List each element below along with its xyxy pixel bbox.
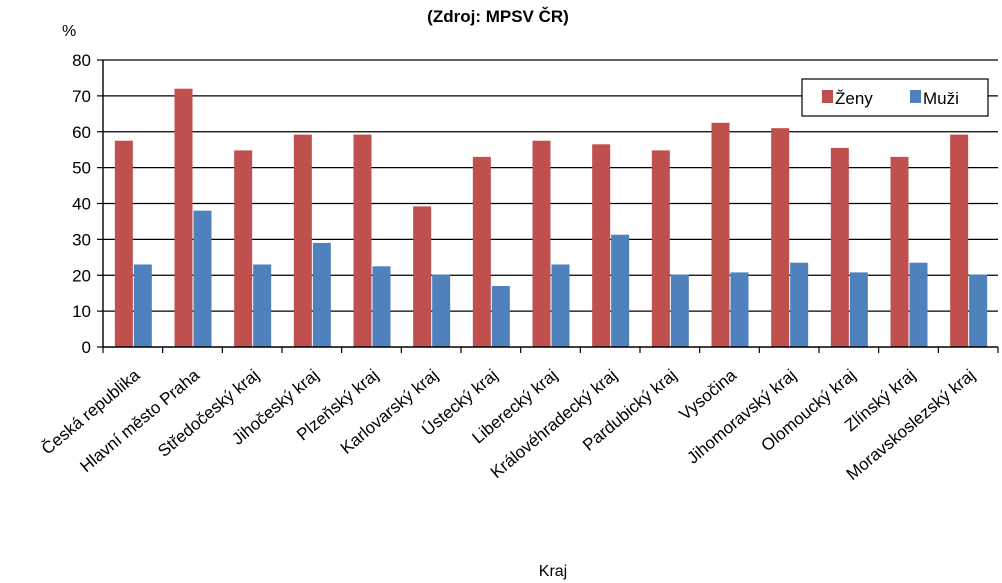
legend-label: Muži xyxy=(923,89,959,108)
bar-muzi xyxy=(551,264,570,347)
bar-muzi xyxy=(730,272,749,347)
bar-muzi xyxy=(133,264,152,347)
y-tick-label: 40 xyxy=(72,195,91,214)
bar-muzi xyxy=(969,274,988,347)
legend-swatch xyxy=(822,90,833,103)
bar-muzi xyxy=(849,272,868,347)
bar-zeny xyxy=(353,134,372,347)
bar-zeny xyxy=(472,156,491,347)
bar-muzi xyxy=(432,274,451,347)
y-tick-label: 20 xyxy=(72,266,91,285)
bar-muzi xyxy=(372,266,391,347)
y-tick-label: 0 xyxy=(82,338,91,357)
y-tick-label: 30 xyxy=(72,230,91,249)
y-tick-label: 50 xyxy=(72,159,91,178)
bar-muzi xyxy=(253,264,272,347)
x-category-label: Česká republika xyxy=(38,365,144,458)
bar-zeny xyxy=(532,140,551,347)
bar-muzi xyxy=(909,262,928,347)
bar-muzi xyxy=(670,274,689,347)
y-axis-unit: % xyxy=(62,23,76,40)
bar-zeny xyxy=(830,147,849,347)
bar-muzi xyxy=(312,242,331,347)
bar-muzi xyxy=(611,234,630,347)
y-tick-labels: 0 10 20 30 40 50 60 70 80 xyxy=(72,51,103,357)
y-tick-label: 10 xyxy=(72,302,91,321)
y-tick-label: 60 xyxy=(72,123,91,142)
bar-zeny xyxy=(413,206,432,347)
bar-muzi xyxy=(193,210,212,347)
bar-zeny xyxy=(234,150,253,347)
legend: Ženy Muži xyxy=(801,78,989,117)
bar-muzi xyxy=(491,286,510,347)
bars xyxy=(114,88,988,347)
x-category-label: Středočeský kraj xyxy=(154,366,262,461)
legend-swatch xyxy=(910,90,921,103)
bar-zeny xyxy=(592,144,611,347)
bar-zeny xyxy=(711,122,730,347)
x-category-label: Jihomoravský kraj xyxy=(683,366,799,468)
legend-label: Ženy xyxy=(835,89,873,108)
bar-zeny xyxy=(950,134,969,347)
y-tick-label: 70 xyxy=(72,87,91,106)
bar-muzi xyxy=(790,262,809,347)
bar-zeny xyxy=(114,140,133,347)
bar-zeny xyxy=(890,156,909,347)
bar-zeny xyxy=(174,88,193,347)
bar-zeny xyxy=(651,150,670,347)
y-tick-label: 80 xyxy=(72,51,91,70)
chart-title: (Zdroj: MPSV ČR) xyxy=(427,7,569,26)
x-axis-title: Kraj xyxy=(539,563,567,580)
bar-zeny xyxy=(771,128,790,347)
bar-zeny xyxy=(293,134,312,347)
